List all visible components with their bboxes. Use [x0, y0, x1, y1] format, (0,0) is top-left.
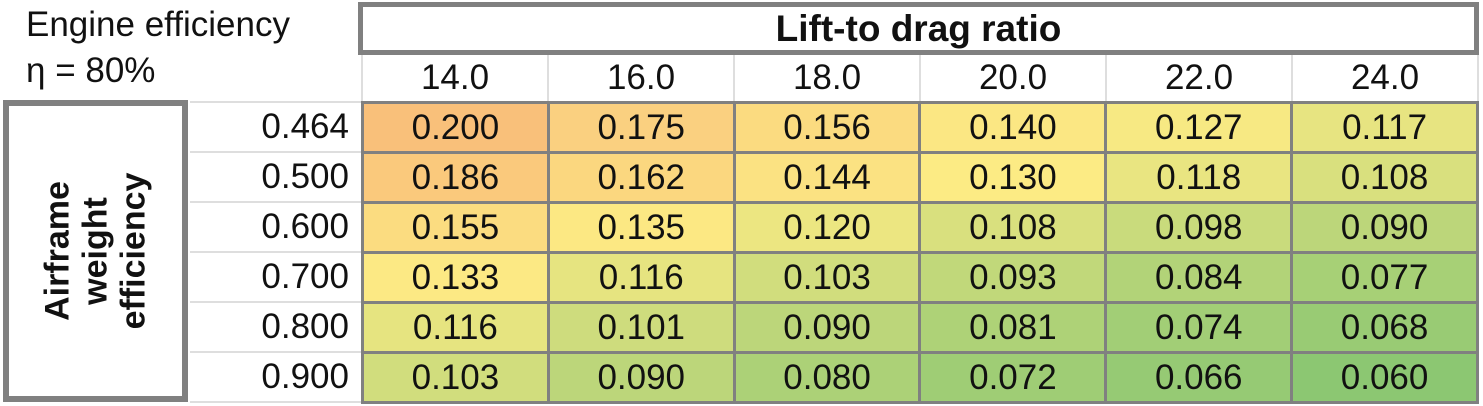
row-header[interactable]: 0.900 — [190, 353, 361, 403]
heatmap-cell[interactable]: 0.101 — [549, 304, 733, 351]
row-header[interactable]: 0.464 — [190, 103, 361, 153]
heatmap-cell[interactable]: 0.200 — [364, 104, 547, 151]
heatmap-cell[interactable]: 0.077 — [1293, 254, 1476, 301]
heatmap-cell[interactable]: 0.156 — [735, 104, 919, 151]
row-header[interactable]: 0.700 — [190, 253, 361, 303]
heatmap-cell[interactable]: 0.084 — [1107, 254, 1291, 301]
heatmap-cell[interactable]: 0.080 — [735, 354, 919, 401]
heatmap-cell[interactable]: 0.072 — [921, 354, 1105, 401]
row-group-header-box: Airframe weight efficiency — [3, 100, 188, 402]
heatmap-cell[interactable]: 0.117 — [1293, 104, 1476, 151]
heatmap-cell[interactable]: 0.144 — [735, 154, 919, 201]
row-header[interactable]: 0.600 — [190, 203, 361, 253]
heatmap-cell[interactable]: 0.130 — [921, 154, 1105, 201]
column-header[interactable]: 24.0 — [1293, 55, 1479, 101]
row-header[interactable]: 0.500 — [190, 153, 361, 203]
column-header[interactable]: 20.0 — [921, 55, 1107, 101]
heatmap-cell[interactable]: 0.074 — [1107, 304, 1291, 351]
heatmap-cell[interactable]: 0.133 — [364, 254, 547, 301]
heatmap-cell[interactable]: 0.155 — [364, 204, 547, 251]
column-header[interactable]: 22.0 — [1107, 55, 1293, 101]
column-header[interactable]: 14.0 — [363, 55, 549, 101]
heatmap-cell[interactable]: 0.060 — [1293, 354, 1476, 401]
heatmap-grid: 0.200 0.175 0.156 0.140 0.127 0.117 0.186 0.162… — [361, 101, 1479, 404]
column-group-title: Lift-to drag ratio — [775, 7, 1062, 49]
column-header[interactable]: 18.0 — [735, 55, 921, 101]
heatmap-cell[interactable]: 0.093 — [921, 254, 1105, 301]
heatmap-cell[interactable]: 0.116 — [549, 254, 733, 301]
heatmap-cell[interactable]: 0.103 — [364, 354, 547, 401]
heatmap-cell[interactable]: 0.162 — [549, 154, 733, 201]
heatmap-cell[interactable]: 0.098 — [1107, 204, 1291, 251]
heatmap-cell[interactable]: 0.081 — [921, 304, 1105, 351]
row-group-title: Airframe weight efficiency — [38, 172, 153, 330]
heatmap-cell[interactable]: 0.090 — [549, 354, 733, 401]
engine-efficiency-note: Engine efficiency η = 80% — [26, 2, 290, 94]
engine-efficiency-label: Engine efficiency — [26, 5, 290, 44]
heatmap-cell[interactable]: 0.103 — [735, 254, 919, 301]
heatmap-cell[interactable]: 0.120 — [735, 204, 919, 251]
heatmap-cell[interactable]: 0.090 — [1293, 204, 1476, 251]
heatmap-cell[interactable]: 0.186 — [364, 154, 547, 201]
heatmap-cell[interactable]: 0.140 — [921, 104, 1105, 151]
heatmap-cell[interactable]: 0.108 — [1293, 154, 1476, 201]
heatmap-cell[interactable]: 0.090 — [735, 304, 919, 351]
row-header[interactable]: 0.800 — [190, 303, 361, 353]
column-header[interactable]: 16.0 — [549, 55, 735, 101]
heatmap-cell[interactable]: 0.066 — [1107, 354, 1291, 401]
heatmap-cell[interactable]: 0.068 — [1293, 304, 1476, 351]
row-headers-column: 0.464 0.500 0.600 0.700 0.800 0.900 — [190, 101, 361, 403]
heatmap-cell[interactable]: 0.118 — [1107, 154, 1291, 201]
column-group-header-box: Lift-to drag ratio — [358, 2, 1479, 55]
heatmap-cell[interactable]: 0.108 — [921, 204, 1105, 251]
engine-efficiency-value: η = 80% — [26, 51, 156, 90]
heatmap-cell[interactable]: 0.175 — [549, 104, 733, 151]
heatmap-cell[interactable]: 0.127 — [1107, 104, 1291, 151]
column-headers-row: 14.0 16.0 18.0 20.0 22.0 24.0 — [361, 55, 1479, 101]
heatmap-cell[interactable]: 0.135 — [549, 204, 733, 251]
heatmap-cell[interactable]: 0.116 — [364, 304, 547, 351]
